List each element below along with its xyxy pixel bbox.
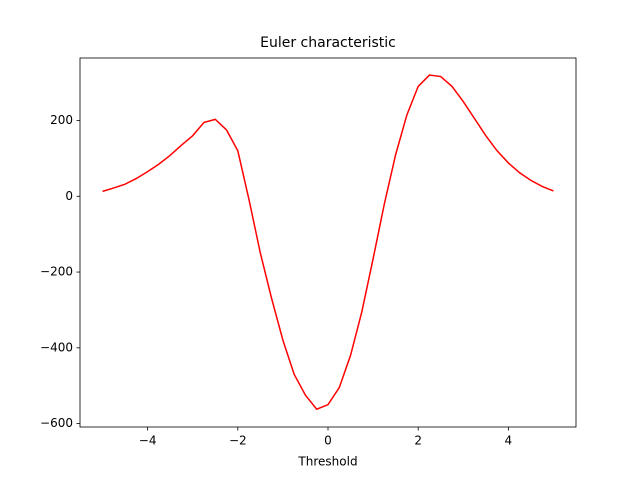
data-line bbox=[102, 74, 554, 411]
axes-frame bbox=[79, 57, 577, 428]
y-tick-label: −200 bbox=[40, 265, 73, 279]
y-tick-label: 200 bbox=[50, 113, 73, 127]
x-tick-label: −4 bbox=[139, 434, 157, 448]
y-tick-label: 0 bbox=[65, 189, 73, 203]
x-tick-label: 0 bbox=[324, 434, 332, 448]
y-tick-label: −400 bbox=[40, 340, 73, 354]
y-tick-label: −600 bbox=[40, 416, 73, 430]
x-tick-label: 2 bbox=[414, 434, 422, 448]
x-tick-label: −2 bbox=[229, 434, 247, 448]
x-axis-label: Threshold bbox=[297, 455, 357, 469]
x-tick-label: 4 bbox=[505, 434, 513, 448]
chart-title: Euler characteristic bbox=[260, 35, 396, 51]
